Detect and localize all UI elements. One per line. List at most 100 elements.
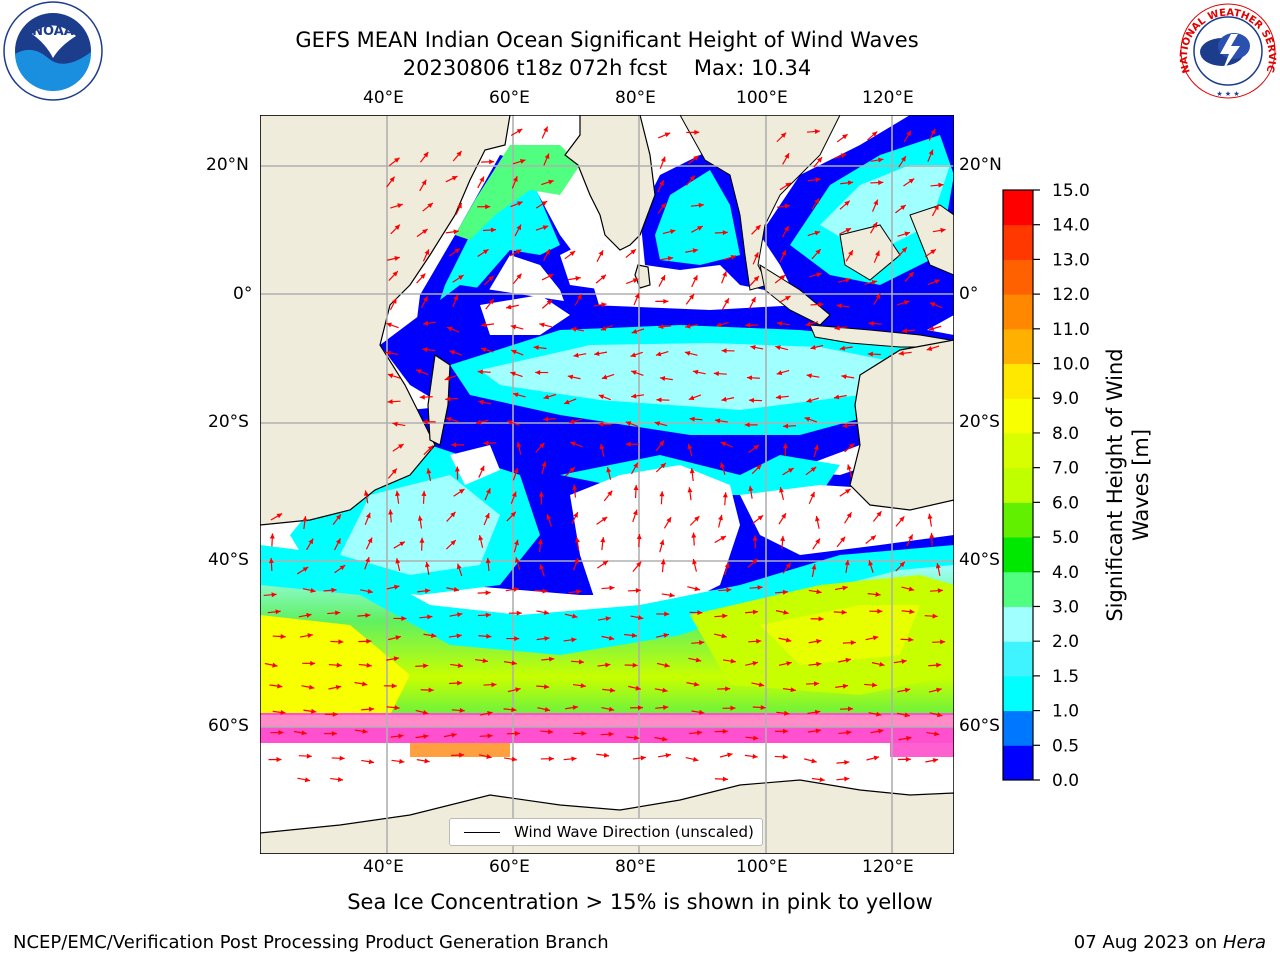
wind-arrow — [564, 250, 576, 260]
bottom-tick-120e: 120°E — [862, 857, 914, 877]
wind-arrow — [386, 584, 400, 590]
wind-arrow — [655, 298, 669, 304]
wind-arrow — [685, 248, 699, 254]
wind-arrow — [811, 248, 822, 260]
sea-ice-note: Sea Ice Concentration > 15% is shown in … — [347, 890, 933, 914]
wind-arrow — [631, 393, 645, 399]
wind-arrow — [324, 711, 338, 717]
left-tick-20n: 20°N — [206, 155, 249, 175]
wind-arrow — [390, 224, 401, 235]
colorbar-tick-label: 15.0 — [1052, 181, 1090, 201]
wind-arrow — [778, 637, 792, 643]
wind-arrow — [364, 556, 370, 570]
wind-arrow — [811, 197, 820, 210]
wind-arrow — [870, 728, 884, 734]
colorbar-tick-label: 8.0 — [1052, 424, 1079, 444]
colorbar-swatch — [1003, 710, 1033, 746]
wind-arrow — [806, 129, 821, 134]
wind-arrow — [654, 687, 668, 693]
wind-arrow — [752, 535, 758, 549]
wind-arrow — [541, 656, 555, 662]
wind-arrow — [389, 298, 397, 311]
wind-arrow — [354, 728, 368, 734]
wind-arrow — [655, 440, 665, 452]
wind-arrow — [870, 157, 884, 163]
wind-arrow — [833, 609, 847, 615]
wind-arrow — [479, 710, 493, 716]
wind-arrow — [904, 271, 915, 283]
footer-host: Hera — [1222, 932, 1266, 953]
wind-arrow — [896, 712, 910, 718]
wind-arrow — [386, 656, 400, 662]
wind-arrow — [901, 609, 915, 615]
wind-arrow — [662, 229, 676, 235]
wind-arrow — [596, 752, 610, 758]
wind-arrow — [535, 369, 549, 375]
wind-arrow — [868, 321, 882, 326]
wind-arrow — [685, 293, 695, 305]
colorbar-swatch — [1003, 745, 1033, 781]
wind-arrow — [718, 587, 732, 593]
wind-arrow — [386, 705, 400, 711]
wind-arrow — [512, 467, 519, 481]
wind-arrow — [836, 776, 850, 782]
wind-arrow — [903, 178, 915, 187]
wind-arrow — [779, 487, 785, 500]
wind-arrow — [363, 490, 369, 504]
wind-arrow — [452, 294, 459, 308]
wind-arrow — [625, 421, 639, 427]
wind-arrow — [388, 270, 399, 282]
wind-arrow — [929, 712, 943, 718]
wind-arrow — [453, 488, 465, 497]
wind-arrow — [836, 303, 850, 309]
wind-arrow — [632, 509, 638, 523]
wind-arrow — [302, 516, 308, 530]
wind-arrow — [663, 516, 672, 529]
wind-arrow — [419, 151, 429, 163]
title-line1: GEFS MEAN Indian Ocean Significant Heigh… — [295, 28, 919, 52]
wind-arrow — [689, 515, 700, 526]
wind-arrow — [871, 199, 879, 212]
top-tick-60e: 60°E — [489, 88, 530, 108]
wind-arrow — [627, 588, 641, 594]
wind-arrow — [658, 752, 672, 758]
wind-arrow — [686, 129, 700, 135]
wind-arrow — [864, 279, 878, 285]
wind-arrow — [833, 153, 847, 160]
wind-arrow — [573, 730, 587, 736]
wind-arrow — [775, 589, 789, 595]
wind-arrow — [835, 683, 849, 689]
wind-arrow — [538, 491, 544, 505]
wind-arrow — [417, 588, 431, 594]
wind-arrow — [388, 635, 401, 641]
wind-arrow — [572, 484, 578, 498]
bottom-tick-100e: 100°E — [736, 857, 788, 877]
wind-arrow — [745, 735, 759, 741]
map-legend: Wind Wave Direction (unscaled) — [449, 818, 763, 846]
wind-arrow — [928, 687, 942, 693]
wind-arrow — [546, 513, 552, 527]
wind-arrow — [748, 444, 760, 454]
wind-arrow — [714, 418, 728, 424]
wind-arrow — [541, 461, 547, 475]
wind-arrow — [846, 464, 853, 478]
wind-arrow — [477, 176, 485, 189]
top-tick-80e: 80°E — [615, 88, 656, 108]
wind-arrow — [747, 558, 758, 568]
colorbar-tick-label: 0.0 — [1052, 771, 1079, 790]
top-tick-40e: 40°E — [363, 88, 404, 108]
wind-arrow — [808, 638, 822, 644]
wind-arrow — [630, 370, 644, 376]
wind-arrow — [535, 225, 549, 231]
wind-arrow — [722, 492, 728, 506]
wind-arrow — [628, 685, 642, 691]
wind-arrow — [477, 590, 491, 596]
wind-arrow — [416, 228, 428, 238]
wind-arrow — [572, 683, 586, 689]
colorbar-tick-label: 5.0 — [1052, 528, 1079, 548]
wind-arrow — [482, 227, 497, 233]
wind-arrow — [388, 509, 394, 523]
wind-arrow — [415, 709, 429, 715]
wind-arrow — [422, 202, 434, 212]
legend-line-icon — [464, 831, 500, 833]
